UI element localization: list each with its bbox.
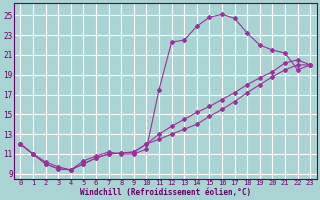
X-axis label: Windchill (Refroidissement éolien,°C): Windchill (Refroidissement éolien,°C) [80, 188, 251, 197]
